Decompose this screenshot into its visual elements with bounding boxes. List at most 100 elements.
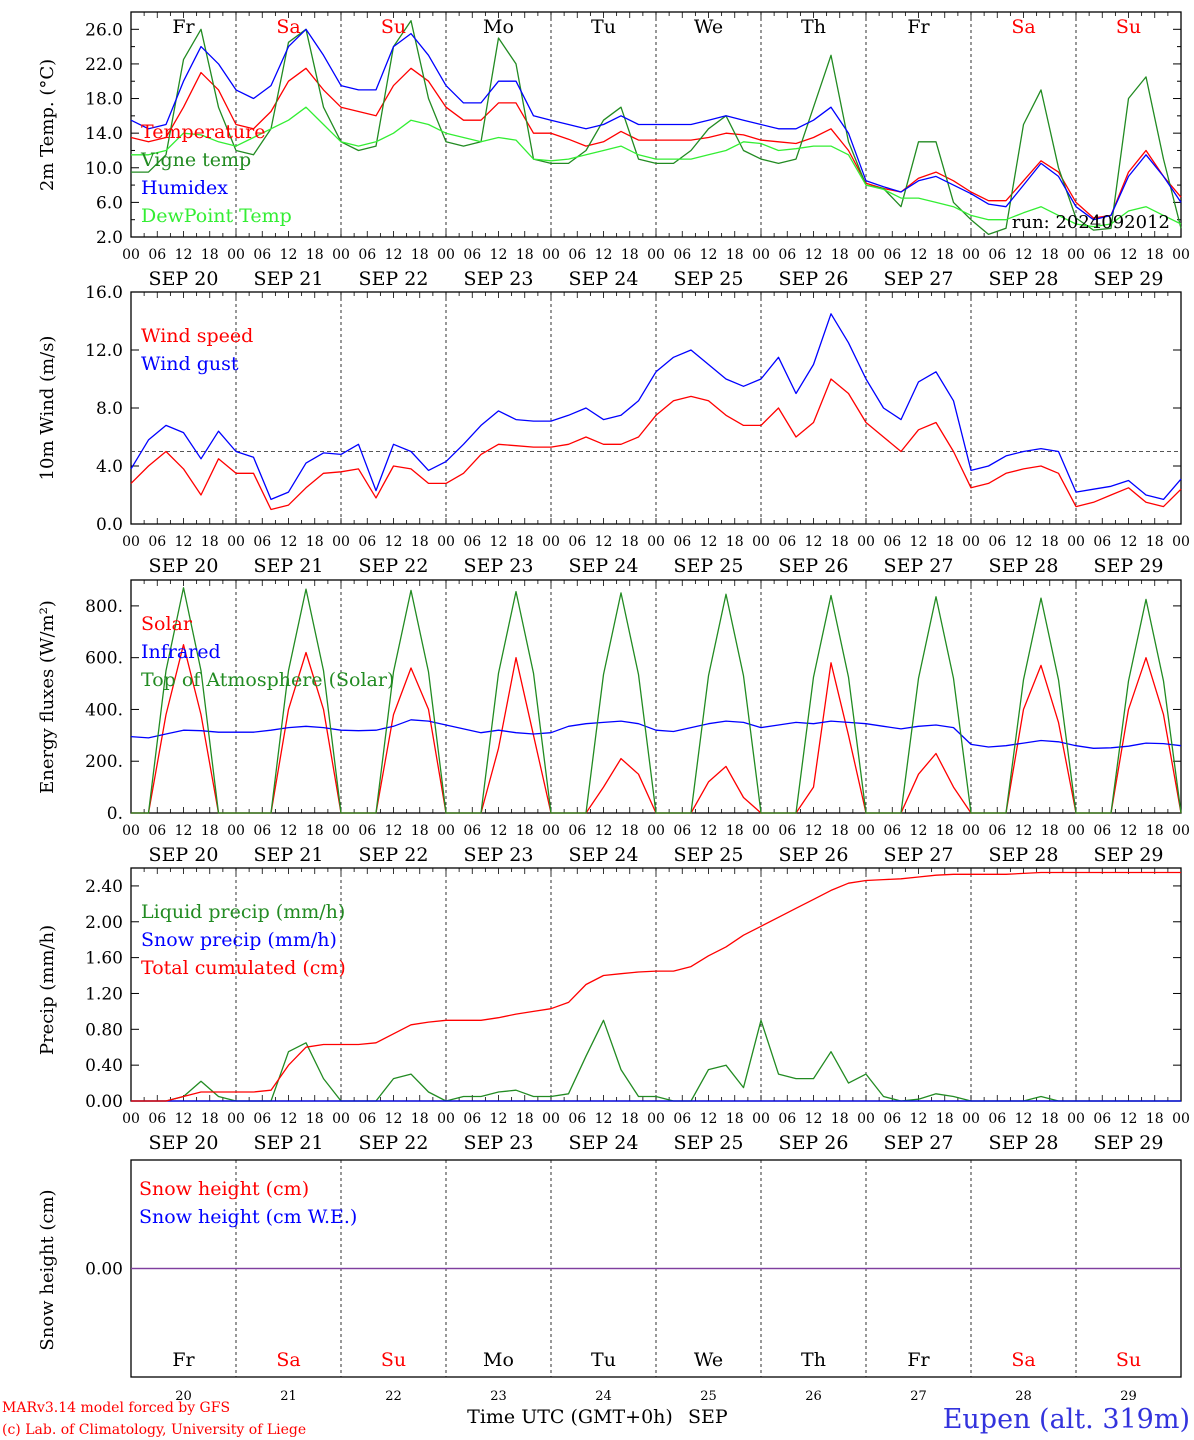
hour-label: 06 [358, 823, 376, 839]
hour-label: 18 [621, 247, 639, 263]
hour-label: 18 [306, 534, 324, 550]
hour-label: 18 [1146, 247, 1164, 263]
hour-label: 00 [122, 534, 140, 550]
y-tick-label: 0.80 [85, 1020, 123, 1040]
hour-label: 06 [148, 247, 166, 263]
hour-label: 12 [595, 534, 613, 550]
date-label: SEP 23 [464, 844, 534, 866]
hour-label: 18 [1146, 1111, 1164, 1127]
hour-label: 00 [1067, 823, 1085, 839]
day-name: Fr [172, 16, 195, 38]
legend-top-of-atmosphere-solar: Top of Atmosphere (Solar) [141, 669, 394, 691]
hour-label: 12 [175, 247, 193, 263]
hour-label: 18 [621, 1111, 639, 1127]
hour-label: 18 [936, 247, 954, 263]
hour-label: 00 [962, 247, 980, 263]
hour-label: 18 [516, 247, 534, 263]
hour-label: 06 [673, 823, 691, 839]
y-tick-label: 200. [85, 752, 123, 772]
series-top-of-atmosphere-solar [131, 587, 1182, 814]
hour-label: 12 [595, 823, 613, 839]
hour-label: 00 [542, 534, 560, 550]
hour-label: 12 [805, 247, 823, 263]
hour-label: 12 [595, 1111, 613, 1127]
legend-temperature: Temperature [141, 121, 265, 143]
hour-label: 06 [463, 823, 481, 839]
day-number: 22 [385, 1389, 402, 1404]
date-label: SEP 25 [674, 268, 744, 290]
hour-label: 12 [280, 534, 298, 550]
hour-label: 12 [280, 1111, 298, 1127]
hour-label: 00 [752, 1111, 770, 1127]
hour-label: 18 [306, 823, 324, 839]
hour-label: 18 [936, 1111, 954, 1127]
hour-label: 00 [542, 1111, 560, 1127]
hour-label: 00 [542, 247, 560, 263]
panel-temperature: 26.0 22.0 18.0 14.0 10.0 6.0 2.0 2m Temp. (°C) T… [37, 11, 1190, 290]
y-tick-label: 400. [85, 700, 123, 720]
hour-label: 18 [411, 823, 429, 839]
hour-label: 06 [148, 1111, 166, 1127]
date-label: SEP 23 [464, 268, 534, 290]
hour-label: 12 [385, 247, 403, 263]
day-name: Tu [591, 1349, 616, 1371]
day-name: Sa [1011, 16, 1035, 38]
panel-snow: 0.00 Snow height (cm) Snow height (cm) Snow… [37, 1159, 1182, 1404]
hour-label: 18 [621, 534, 639, 550]
hour-label: 00 [437, 1111, 455, 1127]
hour-label: 00 [332, 1111, 350, 1127]
hour-label: 18 [936, 823, 954, 839]
day-name: Sa [276, 16, 300, 38]
hour-label: 00 [1172, 1111, 1190, 1127]
date-label: SEP 28 [989, 268, 1059, 290]
day-number: 26 [805, 1389, 822, 1404]
hour-label: 06 [883, 823, 901, 839]
legend-infrared: Infrared [141, 641, 221, 663]
hour-label: 12 [805, 534, 823, 550]
y-tick-label: 0.00 [85, 1092, 123, 1112]
date-label: SEP 29 [1094, 555, 1164, 577]
hour-label: 06 [463, 247, 481, 263]
series-wind-speed [130, 378, 1182, 511]
hour-label: 12 [805, 823, 823, 839]
date-label: SEP 21 [254, 1132, 324, 1154]
day-name: Th [801, 1349, 826, 1371]
day-name: Sa [276, 1349, 300, 1371]
legend-snow-precip-mm-h: Snow precip (mm/h) [141, 929, 337, 951]
date-label: SEP 20 [149, 555, 219, 577]
legend-solar: Solar [141, 613, 193, 635]
date-label: SEP 29 [1094, 844, 1164, 866]
y-axis-label: Snow height (cm) [37, 1189, 58, 1350]
hour-label: 06 [883, 534, 901, 550]
hour-label: 06 [568, 823, 586, 839]
y-tick-label: 0.0 [96, 515, 123, 535]
day-number: 27 [910, 1389, 927, 1404]
hour-label: 12 [175, 534, 193, 550]
hour-label: 06 [778, 534, 796, 550]
y-tick-label: 18.0 [85, 90, 123, 110]
hour-label: 06 [778, 247, 796, 263]
hour-label: 18 [516, 534, 534, 550]
y-tick-label: 6.0 [96, 193, 123, 213]
y-tick-label: 26.0 [85, 20, 123, 40]
hour-label: 18 [831, 823, 849, 839]
hour-label: 18 [1041, 1111, 1059, 1127]
hour-label: 00 [1172, 534, 1190, 550]
hour-label: 06 [1093, 247, 1111, 263]
hour-label: 06 [1093, 1111, 1111, 1127]
series-temperature [130, 67, 1182, 219]
hour-label: 12 [595, 247, 613, 263]
hour-label: 00 [647, 247, 665, 263]
hour-label: 06 [883, 247, 901, 263]
hour-label: 00 [1172, 823, 1190, 839]
hour-label: 18 [201, 247, 219, 263]
hour-label: 12 [910, 1111, 928, 1127]
y-tick-label: 800. [85, 597, 123, 617]
hour-label: 12 [1120, 1111, 1138, 1127]
hour-label: 00 [227, 247, 245, 263]
hour-label: 12 [1015, 1111, 1033, 1127]
day-name: Sa [1011, 1349, 1035, 1371]
hour-label: 18 [1146, 534, 1164, 550]
date-label: SEP 21 [254, 844, 324, 866]
day-name: Th [801, 16, 826, 38]
